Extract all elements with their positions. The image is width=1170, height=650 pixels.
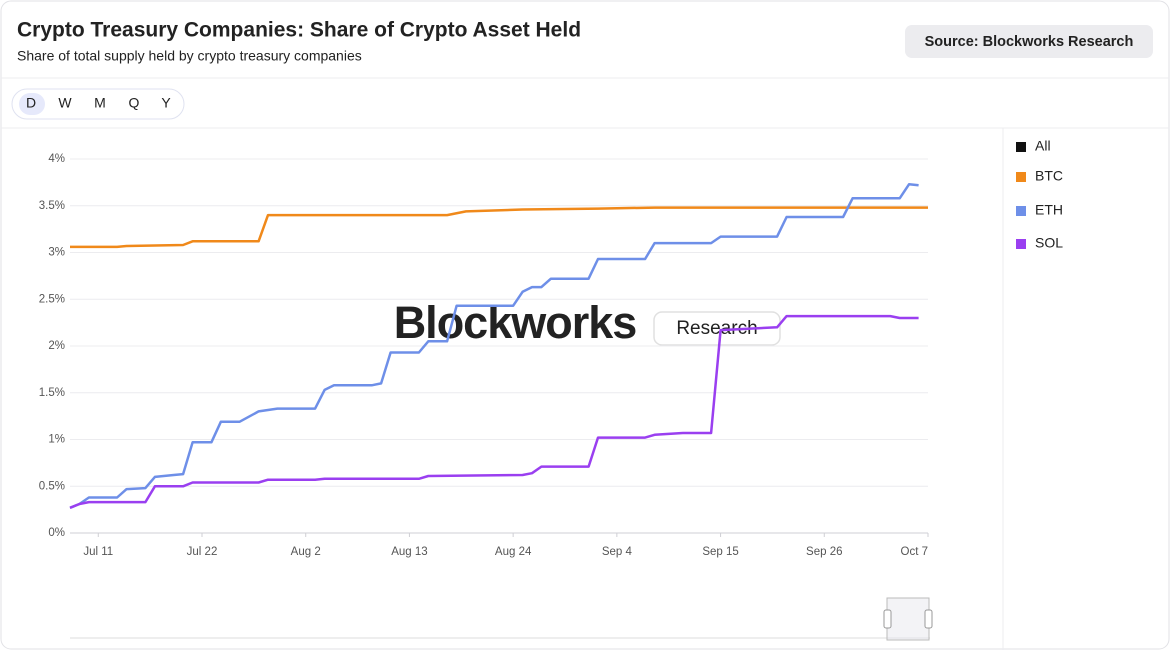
x-tick-label: Jul 22	[187, 546, 218, 558]
period-active	[19, 93, 45, 115]
watermark: Blockworks	[394, 297, 637, 348]
x-tick-label: Sep 26	[806, 546, 842, 558]
legend-label[interactable]: All	[1035, 138, 1051, 154]
y-tick-label: 1%	[48, 434, 65, 446]
subtitle: Share of total supply held by crypto tre…	[17, 48, 362, 64]
x-tick-label: Aug 2	[291, 546, 321, 558]
y-tick-label: 3%	[48, 247, 65, 259]
legend-swatch	[1016, 239, 1026, 249]
legend-label[interactable]: SOL	[1035, 235, 1063, 251]
navigator-handle[interactable]	[924, 609, 933, 629]
series-line	[70, 206, 928, 249]
x-tick-label: Aug 13	[391, 546, 427, 558]
legend-swatch	[1016, 206, 1026, 216]
title: Crypto Treasury Companies: Share of Cryp…	[17, 19, 581, 42]
source-button[interactable]	[905, 25, 1153, 58]
legend-label[interactable]: BTC	[1035, 168, 1063, 184]
legend-swatch	[1016, 172, 1026, 182]
navigator-window[interactable]	[886, 597, 930, 641]
legend-swatch	[1016, 142, 1026, 152]
period-button[interactable]: M	[94, 95, 106, 111]
source-label[interactable]: Source: Blockworks Research	[925, 34, 1134, 50]
x-tick-label: Oct 7	[901, 546, 928, 558]
x-tick-label: Sep 15	[702, 546, 738, 558]
y-tick-label: 0.5%	[39, 480, 65, 492]
y-tick-label: 2%	[48, 340, 65, 352]
y-tick-label: 1.5%	[39, 387, 65, 399]
navigator-handle[interactable]	[883, 609, 892, 629]
watermark: Research	[676, 318, 757, 339]
x-tick-label: Sep 4	[602, 546, 633, 558]
y-tick-label: 2.5%	[39, 293, 65, 305]
series-line	[69, 182, 919, 509]
x-tick-label: Jul 11	[83, 546, 113, 558]
y-tick-label: 0%	[48, 527, 65, 539]
period-selector	[11, 88, 185, 120]
period-button[interactable]: Y	[161, 95, 171, 111]
y-tick-label: 3.5%	[39, 200, 65, 212]
period-button[interactable]: Q	[129, 95, 140, 111]
series-line	[69, 314, 919, 509]
period-button[interactable]: D	[26, 95, 36, 111]
legend-label[interactable]: ETH	[1035, 202, 1063, 218]
y-tick-label: 4%	[48, 153, 65, 165]
x-tick-label: Aug 24	[495, 546, 532, 558]
period-button[interactable]: W	[58, 95, 72, 111]
watermark-box	[653, 311, 781, 346]
